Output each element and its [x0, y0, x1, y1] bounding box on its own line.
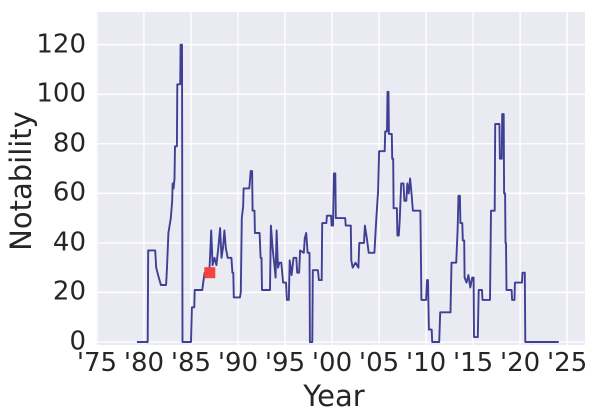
x-tick-label: '90	[217, 348, 259, 378]
y-tick-label: 60	[52, 178, 86, 209]
x-tick-label: '85	[170, 348, 212, 378]
y-tick-label: 0	[69, 326, 86, 357]
x-axis-label: Year	[303, 379, 365, 413]
x-tick-label: '80	[123, 348, 165, 378]
y-axis-label: Notability	[4, 111, 38, 251]
x-tick-label: '20	[499, 348, 541, 378]
x-tick-label: '75	[76, 348, 118, 378]
x-tick-label: '05	[358, 348, 400, 378]
y-tick-label: 40	[52, 227, 86, 258]
y-tick-label: 80	[52, 128, 86, 159]
y-tick-label: 100	[36, 78, 86, 109]
notability-line	[136, 43, 559, 343]
x-tick-label: '15	[452, 348, 494, 378]
highlight-marker	[204, 267, 216, 279]
x-tick-label: '10	[405, 348, 447, 378]
y-tick-label: 120	[36, 29, 86, 60]
x-tick-label: '95	[264, 348, 306, 378]
y-tick-label: 20	[52, 277, 86, 308]
x-tick-label: '25	[547, 348, 588, 378]
x-tick-label: '00	[311, 348, 353, 378]
